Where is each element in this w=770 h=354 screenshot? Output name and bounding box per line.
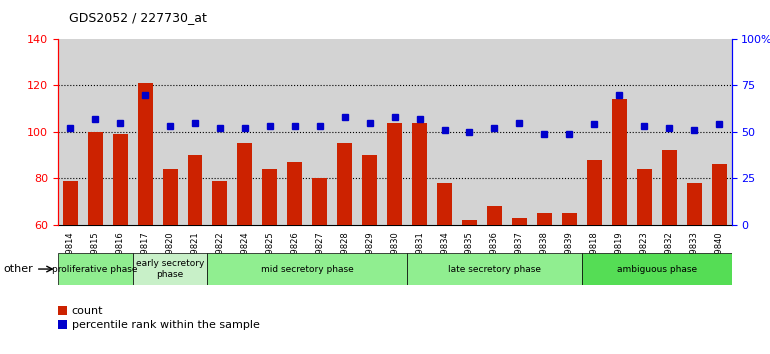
Bar	[407, 253, 582, 285]
Bar	[582, 253, 732, 285]
Bar	[207, 253, 407, 285]
Text: percentile rank within the sample: percentile rank within the sample	[72, 320, 259, 330]
Text: early secretory
phase: early secretory phase	[136, 259, 204, 279]
Text: mid secretory phase: mid secretory phase	[261, 264, 353, 274]
Bar	[287, 162, 303, 225]
Text: late secretory phase: late secretory phase	[448, 264, 541, 274]
Bar	[138, 83, 152, 225]
Bar	[263, 169, 277, 225]
Text: GDS2052 / 227730_at: GDS2052 / 227730_at	[69, 11, 207, 24]
Bar	[412, 122, 427, 225]
Bar	[437, 183, 452, 225]
Bar	[687, 183, 701, 225]
Text: ambiguous phase: ambiguous phase	[617, 264, 697, 274]
Bar	[213, 181, 227, 225]
Bar	[562, 213, 577, 225]
Bar	[112, 134, 128, 225]
Bar	[512, 218, 527, 225]
Bar	[88, 132, 102, 225]
Bar	[387, 122, 402, 225]
Bar	[62, 181, 78, 225]
Bar	[362, 155, 377, 225]
Bar	[162, 169, 178, 225]
Bar	[58, 253, 132, 285]
Bar	[487, 206, 502, 225]
Bar	[237, 143, 253, 225]
Bar	[462, 220, 477, 225]
Text: proliferative phase: proliferative phase	[52, 264, 138, 274]
Text: other: other	[4, 264, 34, 274]
Bar	[587, 160, 601, 225]
Bar	[661, 150, 677, 225]
Text: count: count	[72, 306, 103, 316]
Bar	[637, 169, 651, 225]
Bar	[611, 99, 627, 225]
Bar	[711, 164, 727, 225]
Bar	[313, 178, 327, 225]
Bar	[132, 253, 207, 285]
Bar	[537, 213, 552, 225]
Bar	[337, 143, 352, 225]
Bar	[188, 155, 203, 225]
